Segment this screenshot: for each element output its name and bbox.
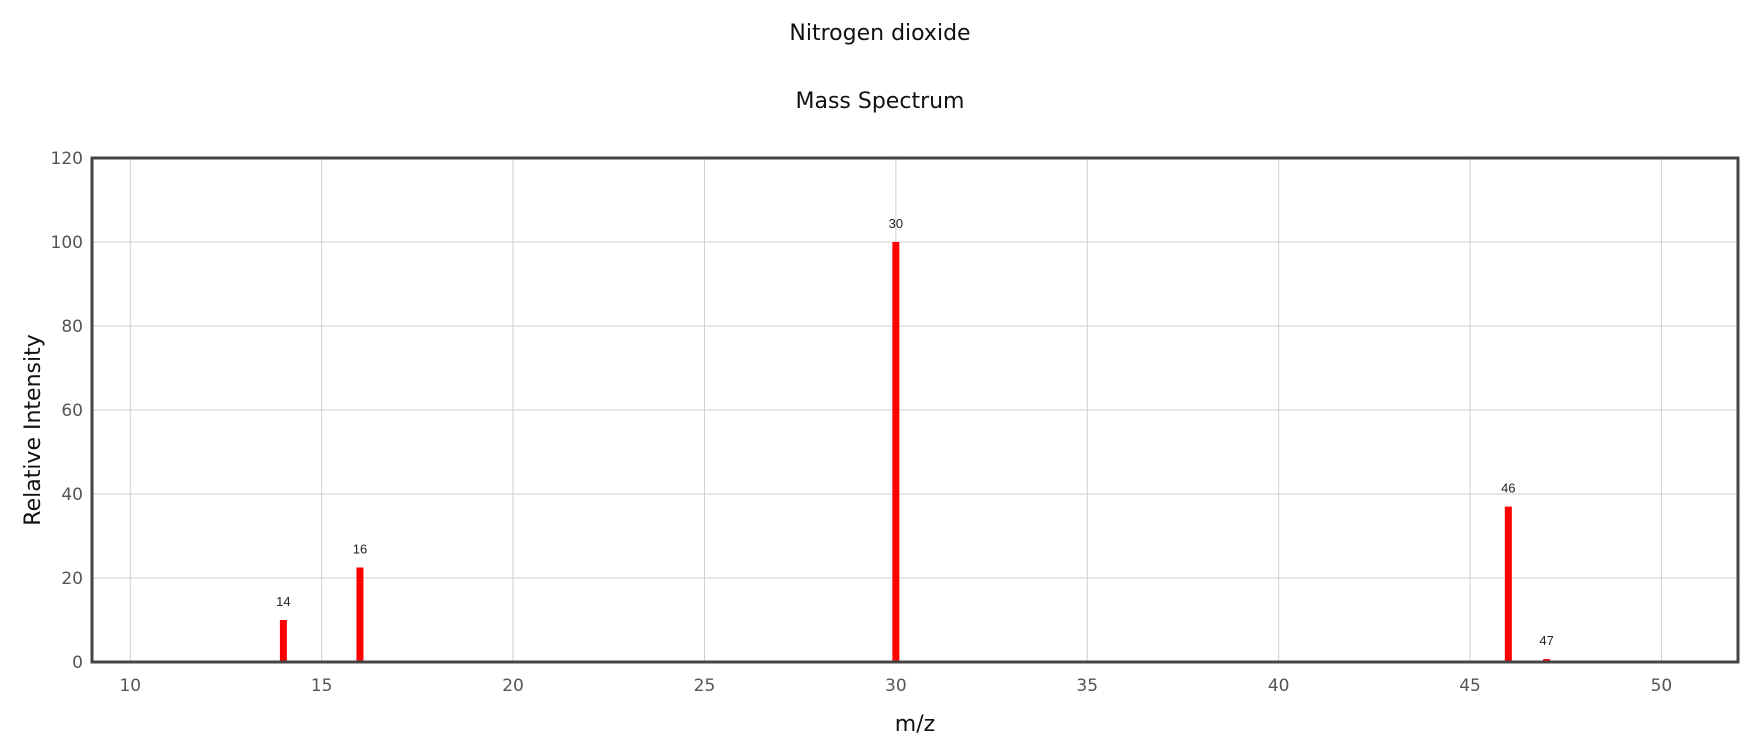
x-tick-label: 40 — [1268, 676, 1290, 696]
peak-label-14: 14 — [276, 594, 290, 609]
y-tick-label: 80 — [61, 317, 83, 337]
peak-labels: 14 16 30 46 47 — [276, 216, 1554, 648]
peak-label-30: 30 — [889, 216, 903, 231]
y-tick-label: 0 — [72, 653, 83, 673]
peak-bar-16 — [356, 567, 364, 662]
x-tick-label: 20 — [502, 676, 524, 696]
x-tick-label: 15 — [311, 676, 333, 696]
grid — [92, 157, 1738, 663]
x-tick-label: 25 — [694, 676, 716, 696]
bars — [279, 242, 1551, 662]
x-tick-label: 30 — [885, 676, 907, 696]
peak-label-16: 16 — [353, 542, 367, 557]
x-tick-label: 35 — [1076, 676, 1098, 696]
y-tick-label: 60 — [61, 401, 83, 421]
peak-label-47: 47 — [1539, 633, 1553, 648]
x-tick-label: 50 — [1651, 676, 1673, 696]
peak-bar-46 — [1504, 506, 1512, 662]
peak-bar-14 — [279, 620, 287, 662]
y-tick-label: 20 — [61, 569, 83, 589]
chart-subtitle: Mass Spectrum — [796, 89, 965, 114]
x-tick-label: 45 — [1459, 676, 1481, 696]
x-axis-label: m/z — [895, 712, 935, 737]
y-tick-label: 40 — [61, 485, 83, 505]
plot-frame — [90, 156, 1740, 664]
y-tick-label: 120 — [51, 149, 83, 169]
x-tick-labels: 10 15 20 25 30 35 40 45 50 — [119, 676, 1672, 696]
peak-label-46: 46 — [1501, 481, 1515, 496]
y-axis-label: Relative Intensity — [21, 334, 46, 525]
y-tick-label: 100 — [51, 233, 83, 253]
x-tick-label: 10 — [119, 676, 141, 696]
peak-bar-30 — [892, 242, 900, 662]
y-tick-labels: 0 20 40 60 80 100 120 — [51, 149, 83, 673]
chart-title: Nitrogen dioxide — [789, 21, 970, 46]
